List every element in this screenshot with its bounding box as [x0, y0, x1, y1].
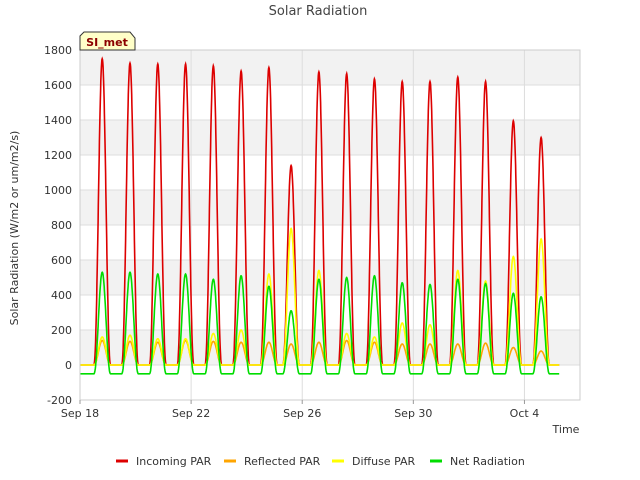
y-tick-label: 1400 — [44, 114, 72, 127]
plot-band — [80, 155, 580, 190]
legend-label: Incoming PAR — [136, 455, 212, 468]
legend-label: Diffuse PAR — [352, 455, 416, 468]
site-badge: SI_met — [79, 31, 136, 51]
legend-label: Net Radiation — [450, 455, 525, 468]
x-tick-layer: Sep 18 Sep 22 Sep 26 Sep 30 Oct 4 — [61, 400, 539, 420]
y-tick-label: 0 — [65, 359, 72, 372]
y-tick-label: 200 — [51, 324, 72, 337]
y-tick-label: 400 — [51, 289, 72, 302]
site-badge-box — [79, 31, 136, 51]
x-tick-label: Sep 18 — [61, 407, 99, 420]
y-tick-layer: -200 0 200 400 600 800 1000 1200 1400 1600 1800 — [44, 44, 72, 407]
series-line-net-radiation — [80, 271, 560, 375]
series-line-incoming-par — [80, 56, 560, 366]
plot-frame — [79, 49, 581, 401]
plot-band — [80, 225, 580, 260]
plot-background-layer — [80, 50, 580, 400]
x-tick-label: Sep 30 — [394, 407, 432, 420]
x-tick-label: Sep 22 — [172, 407, 210, 420]
chart-title: Solar Radiation — [269, 4, 368, 19]
y-tick-label: 1600 — [44, 79, 72, 92]
y-axis-title: Solar Radiation (W/m2 or um/m2/s) — [8, 131, 21, 326]
x-tick-label: Sep 26 — [283, 407, 321, 420]
y-tick-label: 1000 — [44, 184, 72, 197]
plot-band — [80, 365, 580, 400]
x-axis-title: Time — [552, 423, 580, 436]
legend: Incoming PAR Reflected PAR Diffuse PAR Net … — [116, 455, 525, 468]
plot-band — [80, 50, 580, 85]
y-tick-label: 1800 — [44, 44, 72, 57]
legend-label: Reflected PAR — [244, 455, 321, 468]
plot-band — [80, 85, 580, 120]
series-layer — [80, 56, 560, 375]
plot-band — [80, 120, 580, 155]
site-badge-label: SI_met — [86, 36, 128, 49]
y-tick-label: 800 — [51, 219, 72, 232]
y-tick-label: -200 — [47, 394, 72, 407]
y-tick-label: 1200 — [44, 149, 72, 162]
x-tick-label: Oct 4 — [510, 407, 540, 420]
plot-band — [80, 190, 580, 225]
y-tick-label: 600 — [51, 254, 72, 267]
